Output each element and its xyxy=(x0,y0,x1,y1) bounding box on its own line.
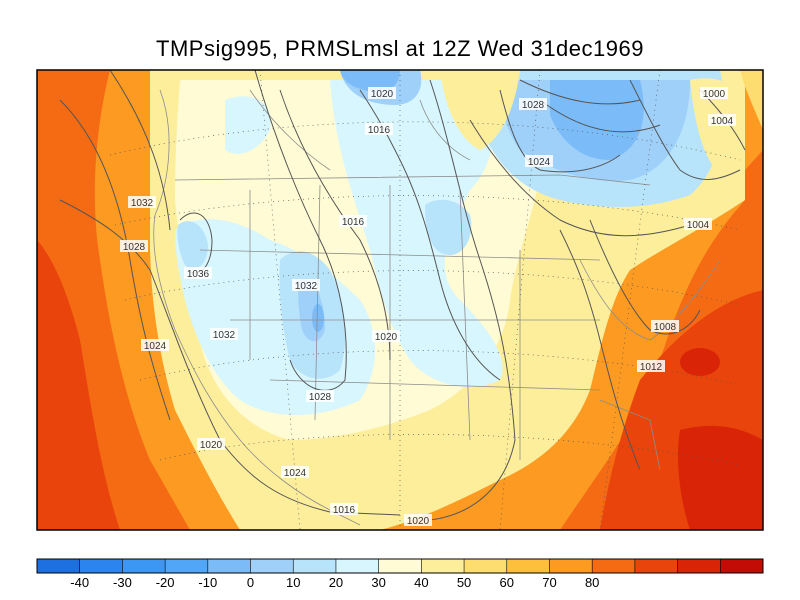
isobar-label: 1028 xyxy=(120,240,148,253)
svg-text:1004: 1004 xyxy=(687,220,710,231)
svg-text:1000: 1000 xyxy=(703,89,726,100)
isobar-labels: 1020 1016 1028 1024 1000 1004 1032 1028 … xyxy=(120,87,736,527)
isobar-label: 1032 xyxy=(292,279,320,292)
svg-text:1004: 1004 xyxy=(711,116,734,127)
colorbar-swatch xyxy=(506,559,550,573)
svg-text:1016: 1016 xyxy=(368,125,391,136)
isobar-label: 1004 xyxy=(684,218,712,231)
svg-text:1024: 1024 xyxy=(144,341,167,352)
colorbar-swatch xyxy=(720,559,764,573)
svg-text:1016: 1016 xyxy=(342,217,365,228)
colorbar-swatch xyxy=(165,559,209,573)
isobar-label: 1024 xyxy=(525,155,553,168)
colorbar-swatch xyxy=(335,559,380,573)
svg-text:1012: 1012 xyxy=(640,362,663,373)
colorbar-swatch xyxy=(677,559,721,573)
isobar-label: 1000 xyxy=(700,87,728,100)
colorbar-swatch xyxy=(79,559,123,573)
svg-text:1020: 1020 xyxy=(200,440,223,451)
isobar-label: 1008 xyxy=(651,320,679,333)
svg-text:1032: 1032 xyxy=(131,198,154,209)
colorbar-swatch xyxy=(293,559,337,573)
colorbar-swatch xyxy=(634,559,679,573)
isobar-label: 1016 xyxy=(330,503,358,516)
chart-title: TMPsig995, PRMSLmsl at 12Z Wed 31dec1969 xyxy=(156,36,644,61)
svg-text:1016: 1016 xyxy=(333,505,356,516)
isobar-label: 1012 xyxy=(637,360,665,373)
isobar-label: 1024 xyxy=(141,339,169,352)
isobar-label: 1020 xyxy=(368,87,396,100)
colorbar-swatch xyxy=(250,559,294,573)
colorbar-swatch xyxy=(37,559,81,573)
isobar-label: 1032 xyxy=(210,328,238,341)
colorbar-swatch xyxy=(122,559,166,573)
svg-text:1036: 1036 xyxy=(187,269,210,280)
svg-text:1032: 1032 xyxy=(295,281,318,292)
colorbar-swatch xyxy=(421,559,465,573)
isobar-label: 1016 xyxy=(365,123,393,136)
boundaries xyxy=(153,89,721,526)
colorbar-swatch xyxy=(549,559,593,573)
svg-text:1020: 1020 xyxy=(371,89,394,100)
svg-text:1024: 1024 xyxy=(284,468,307,479)
isobar-label: 1024 xyxy=(281,466,309,479)
svg-text:1020: 1020 xyxy=(407,516,430,527)
colorbar-frame xyxy=(36,558,764,574)
svg-text:1028: 1028 xyxy=(309,392,332,403)
map-frame xyxy=(36,69,764,531)
colorbar-swatch xyxy=(207,559,252,573)
isobar-label: 1004 xyxy=(708,114,736,127)
isobar-label: 1036 xyxy=(184,267,212,280)
svg-text:1032: 1032 xyxy=(213,330,236,341)
colorbar xyxy=(36,558,764,574)
isobar-label: 1020 xyxy=(197,438,225,451)
isobar-label: 1032 xyxy=(128,196,156,209)
isobar-label: 1016 xyxy=(339,215,367,228)
isobar-label: 1028 xyxy=(519,98,547,111)
svg-text:1024: 1024 xyxy=(528,157,551,168)
svg-text:1028: 1028 xyxy=(522,100,545,111)
isobar-label: 1020 xyxy=(372,330,400,343)
isobar-label: 1028 xyxy=(306,390,334,403)
isobar-label: 1020 xyxy=(404,514,432,527)
svg-text:1020: 1020 xyxy=(375,332,398,343)
svg-text:1008: 1008 xyxy=(654,322,677,333)
svg-text:1028: 1028 xyxy=(123,242,146,253)
colorbar-swatch xyxy=(464,559,508,573)
colorbar-swatch xyxy=(378,559,422,573)
colorbar-swatch xyxy=(592,559,636,573)
